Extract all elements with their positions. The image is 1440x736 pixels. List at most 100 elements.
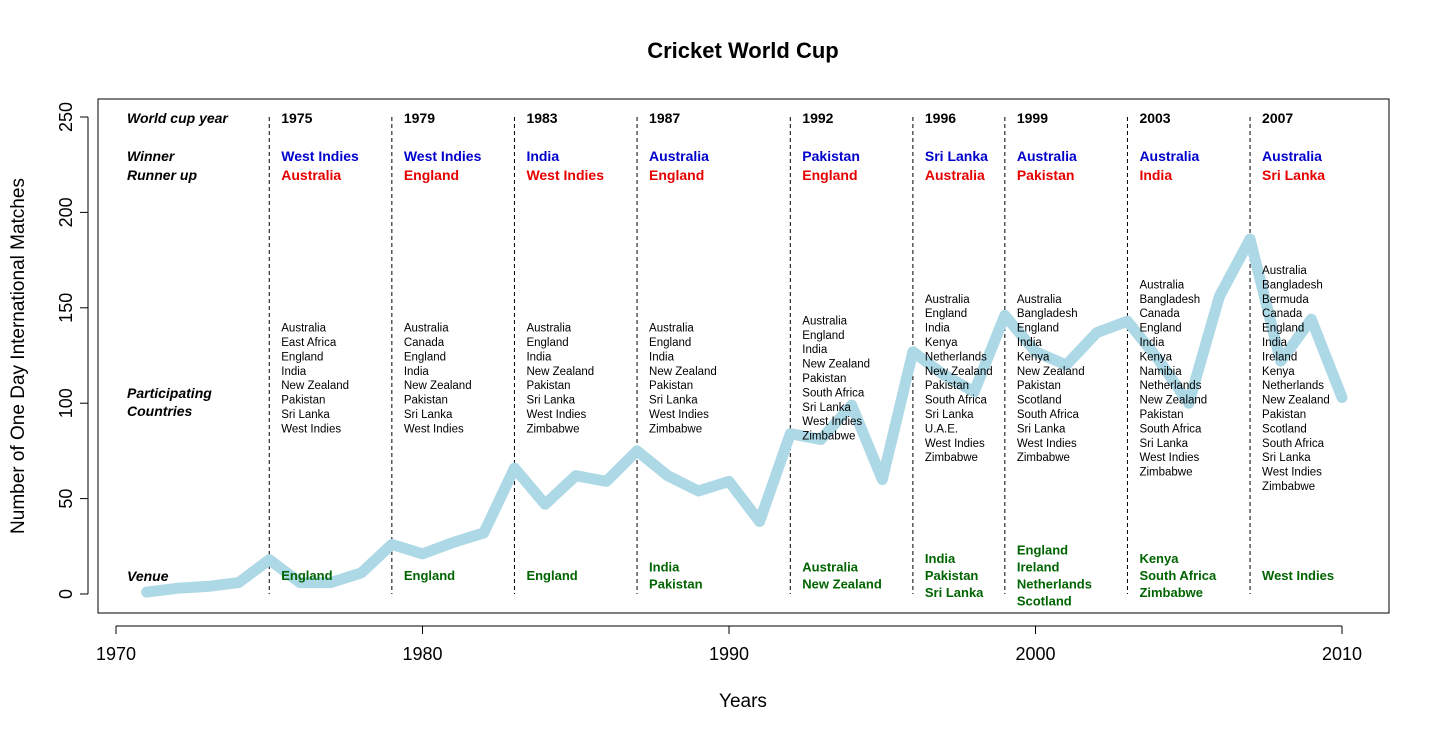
x-tick-label: 2010	[1322, 644, 1362, 664]
country-label: Canada	[1139, 308, 1180, 320]
runner-up-label: England	[404, 167, 459, 183]
country-label: Scotland	[1017, 395, 1062, 407]
country-label: England	[404, 351, 446, 363]
year-label: 2007	[1262, 110, 1293, 126]
country-label: New Zealand	[1139, 395, 1207, 407]
country-label: Zimbabwe	[925, 452, 978, 464]
country-label: England	[925, 308, 967, 320]
chart-title: Cricket World Cup	[647, 38, 839, 63]
country-label: Australia	[1139, 279, 1184, 291]
country-label: England	[649, 337, 691, 349]
country-label: Pakistan	[404, 395, 448, 407]
country-label: Zimbabwe	[1017, 452, 1070, 464]
x-tick-label: 1970	[96, 644, 136, 664]
x-tick-label: 2000	[1015, 644, 1055, 664]
venue-label: England	[281, 568, 332, 583]
y-tick-label: 250	[56, 102, 76, 132]
venue-label: England	[526, 568, 577, 583]
country-label: South Africa	[1139, 423, 1202, 435]
label-world-cup-year: World cup year	[127, 110, 229, 126]
country-label: Ireland	[1262, 351, 1297, 363]
country-label: Scotland	[1262, 423, 1307, 435]
runner-up-label: Australia	[281, 167, 341, 183]
country-label: Sri Lanka	[1017, 423, 1066, 435]
y-tick-label: 200	[56, 197, 76, 227]
venue-label: Sri Lanka	[925, 585, 984, 600]
runner-up-label: England	[802, 167, 857, 183]
country-label: Canada	[1262, 308, 1303, 320]
country-label: England	[802, 330, 844, 342]
winner-label: West Indies	[404, 148, 482, 164]
country-label: Pakistan	[526, 380, 570, 392]
winner-label: Australia	[1139, 148, 1199, 164]
country-label: England	[1139, 323, 1181, 335]
country-label: Kenya	[925, 337, 958, 349]
country-label: Pakistan	[1017, 380, 1061, 392]
country-label: Pakistan	[802, 373, 846, 385]
country-label: South Africa	[925, 395, 988, 407]
country-label: India	[281, 366, 307, 378]
country-label: Kenya	[1262, 366, 1295, 378]
country-label: West Indies	[281, 423, 341, 435]
country-label: Netherlands	[925, 351, 987, 363]
venue-label: Scotland	[1017, 594, 1072, 609]
country-label: Namibia	[1139, 366, 1182, 378]
venue-label: Pakistan	[925, 568, 979, 583]
venue-label: South Africa	[1139, 568, 1217, 583]
country-label: New Zealand	[1017, 366, 1085, 378]
venue-label: West Indies	[1262, 568, 1334, 583]
venue-label: England	[1017, 543, 1068, 558]
axes: 1970 1980 1990 2000 2010 0 50 100 150 200 250	[56, 102, 1362, 664]
country-label: New Zealand	[404, 380, 472, 392]
country-label: England	[1262, 323, 1304, 335]
year-label: 1996	[925, 110, 956, 126]
country-label: West Indies	[1017, 438, 1077, 450]
country-label: Bermuda	[1262, 294, 1309, 306]
country-label: West Indies	[526, 409, 586, 421]
country-label: Pakistan	[281, 395, 325, 407]
series-line	[141, 233, 1348, 598]
country-label: England	[526, 337, 568, 349]
annotation-layer: World cup year Winner Runner up Participati…	[127, 110, 1334, 609]
country-label: Pakistan	[1139, 409, 1183, 421]
country-label: Sri Lanka	[404, 409, 453, 421]
country-label: New Zealand	[802, 359, 870, 371]
country-label: West Indies	[649, 409, 709, 421]
winner-label: Pakistan	[802, 148, 860, 164]
country-label: India	[1139, 337, 1165, 349]
year-label: 1983	[526, 110, 557, 126]
tournament-dividers	[268, 117, 1251, 594]
x-tick-label: 1990	[709, 644, 749, 664]
year-label: 1992	[802, 110, 833, 126]
country-label: Australia	[1017, 294, 1062, 306]
year-label: 2003	[1139, 110, 1170, 126]
country-label: Bangladesh	[1139, 294, 1200, 306]
venue-label: India	[925, 551, 956, 566]
country-label: Australia	[925, 294, 970, 306]
y-tick-label: 100	[56, 388, 76, 418]
venue-label: England	[404, 568, 455, 583]
winner-label: Sri Lanka	[925, 148, 988, 164]
winner-label: Australia	[649, 148, 709, 164]
country-label: Pakistan	[925, 380, 969, 392]
country-label: India	[1262, 337, 1288, 349]
venue-label: Kenya	[1139, 551, 1179, 566]
country-label: Zimbabwe	[649, 423, 702, 435]
country-label: New Zealand	[1262, 395, 1330, 407]
country-label: Canada	[404, 337, 445, 349]
country-label: New Zealand	[925, 366, 993, 378]
country-label: India	[526, 351, 552, 363]
y-axis-label: Number of One Day International Matches	[8, 178, 29, 534]
label-winner: Winner	[127, 148, 176, 164]
country-label: Bangladesh	[1017, 308, 1078, 320]
country-label: South Africa	[1262, 438, 1325, 450]
country-label: India	[925, 323, 951, 335]
year-label: 1999	[1017, 110, 1048, 126]
country-label: West Indies	[1262, 467, 1322, 479]
country-label: West Indies	[1139, 452, 1199, 464]
country-label: New Zealand	[649, 366, 717, 378]
runner-up-label: India	[1139, 167, 1172, 183]
country-label: Zimbabwe	[1262, 481, 1315, 493]
venue-label: Netherlands	[1017, 577, 1092, 592]
